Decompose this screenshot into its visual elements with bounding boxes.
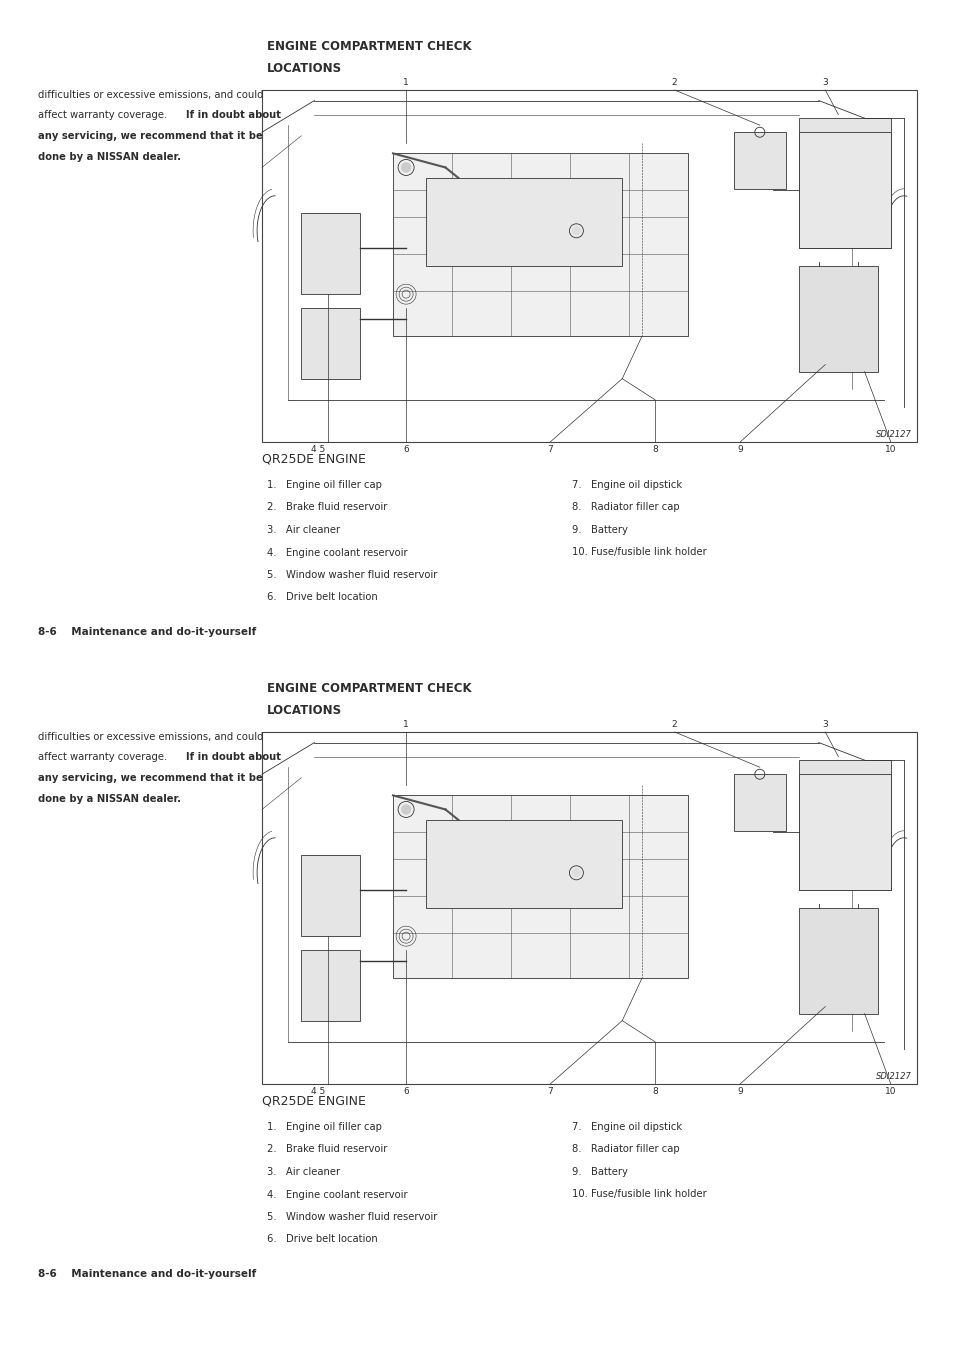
Bar bbox=[262, 732, 916, 1084]
Text: 7: 7 bbox=[547, 444, 553, 454]
Text: 4 5: 4 5 bbox=[311, 1088, 324, 1096]
Text: 7.   Engine oil dipstick: 7. Engine oil dipstick bbox=[572, 480, 681, 490]
Text: 7.   Engine oil dipstick: 7. Engine oil dipstick bbox=[572, 1121, 681, 1132]
Bar bbox=[301, 855, 360, 936]
Text: 10. Fuse/fusible link holder: 10. Fuse/fusible link holder bbox=[572, 547, 706, 558]
Text: 3.   Air cleaner: 3. Air cleaner bbox=[267, 1167, 340, 1177]
Circle shape bbox=[400, 162, 411, 173]
Text: ENGINE COMPARTMENT CHECK: ENGINE COMPARTMENT CHECK bbox=[267, 41, 471, 53]
Text: QR25DE ENGINE: QR25DE ENGINE bbox=[262, 453, 366, 465]
Text: 6.   Drive belt location: 6. Drive belt location bbox=[267, 1235, 377, 1244]
Bar bbox=[301, 950, 360, 1020]
Bar bbox=[799, 132, 890, 249]
Text: SDI2127: SDI2127 bbox=[875, 1071, 911, 1081]
Bar bbox=[799, 761, 890, 890]
Text: 4 5: 4 5 bbox=[311, 444, 324, 454]
Text: QR25DE ENGINE: QR25DE ENGINE bbox=[262, 1094, 366, 1106]
Text: affect warranty coverage.: affect warranty coverage. bbox=[38, 111, 171, 120]
Text: 1: 1 bbox=[403, 78, 409, 86]
Text: any servicing, we recommend that it be: any servicing, we recommend that it be bbox=[38, 773, 262, 784]
Text: 7: 7 bbox=[547, 1088, 553, 1096]
Text: 2.   Brake fluid reservoir: 2. Brake fluid reservoir bbox=[267, 503, 387, 512]
Text: 6: 6 bbox=[403, 444, 409, 454]
Text: 10: 10 bbox=[884, 1088, 896, 1096]
Text: 10: 10 bbox=[884, 444, 896, 454]
Text: SDI2127: SDI2127 bbox=[875, 430, 911, 439]
Text: done by a NISSAN dealer.: done by a NISSAN dealer. bbox=[38, 151, 181, 162]
Text: affect warranty coverage.: affect warranty coverage. bbox=[38, 753, 171, 762]
Bar bbox=[733, 132, 785, 189]
Text: 6: 6 bbox=[403, 1088, 409, 1096]
Text: 9: 9 bbox=[737, 444, 742, 454]
Bar bbox=[262, 91, 916, 442]
Text: 9: 9 bbox=[737, 1088, 742, 1096]
Bar bbox=[799, 774, 890, 890]
Text: 1.   Engine oil filler cap: 1. Engine oil filler cap bbox=[267, 1121, 381, 1132]
Bar bbox=[393, 796, 687, 978]
Text: 2: 2 bbox=[671, 720, 677, 730]
Text: 10. Fuse/fusible link holder: 10. Fuse/fusible link holder bbox=[572, 1189, 706, 1200]
Text: difficulties or excessive emissions, and could: difficulties or excessive emissions, and… bbox=[38, 91, 263, 100]
Text: 8.   Radiator filler cap: 8. Radiator filler cap bbox=[572, 1144, 679, 1155]
Circle shape bbox=[572, 227, 579, 235]
Text: 3.   Air cleaner: 3. Air cleaner bbox=[267, 526, 340, 535]
Text: any servicing, we recommend that it be: any servicing, we recommend that it be bbox=[38, 131, 262, 141]
Circle shape bbox=[572, 869, 579, 877]
Text: 5.   Window washer fluid reservoir: 5. Window washer fluid reservoir bbox=[267, 1212, 436, 1223]
Text: 6.   Drive belt location: 6. Drive belt location bbox=[267, 593, 377, 603]
Bar bbox=[425, 178, 621, 266]
Text: done by a NISSAN dealer.: done by a NISSAN dealer. bbox=[38, 793, 181, 804]
Bar bbox=[301, 213, 360, 295]
Bar bbox=[425, 820, 621, 908]
Text: If in doubt about: If in doubt about bbox=[186, 753, 281, 762]
Text: 8-6    Maintenance and do-it-yourself: 8-6 Maintenance and do-it-yourself bbox=[38, 1269, 256, 1279]
Bar bbox=[393, 154, 687, 336]
Bar bbox=[301, 308, 360, 378]
Text: If in doubt about: If in doubt about bbox=[186, 111, 281, 120]
Text: LOCATIONS: LOCATIONS bbox=[267, 62, 342, 76]
Bar bbox=[799, 118, 890, 249]
Text: 8: 8 bbox=[652, 444, 658, 454]
Text: 8.   Radiator filler cap: 8. Radiator filler cap bbox=[572, 503, 679, 512]
Bar bbox=[733, 774, 785, 831]
Text: 1.   Engine oil filler cap: 1. Engine oil filler cap bbox=[267, 480, 381, 490]
Text: 3: 3 bbox=[821, 78, 827, 86]
Text: 1: 1 bbox=[403, 720, 409, 730]
Text: 2: 2 bbox=[671, 78, 677, 86]
Text: 4.   Engine coolant reservoir: 4. Engine coolant reservoir bbox=[267, 547, 407, 558]
Text: 5.   Window washer fluid reservoir: 5. Window washer fluid reservoir bbox=[267, 570, 436, 580]
Text: ENGINE COMPARTMENT CHECK: ENGINE COMPARTMENT CHECK bbox=[267, 682, 471, 694]
Text: 3: 3 bbox=[821, 720, 827, 730]
Circle shape bbox=[400, 804, 411, 815]
Bar bbox=[799, 908, 877, 1013]
Text: 9.   Battery: 9. Battery bbox=[572, 1167, 627, 1177]
Text: LOCATIONS: LOCATIONS bbox=[267, 704, 342, 717]
Text: 8-6    Maintenance and do-it-yourself: 8-6 Maintenance and do-it-yourself bbox=[38, 627, 256, 638]
Text: 9.   Battery: 9. Battery bbox=[572, 526, 627, 535]
Text: difficulties or excessive emissions, and could: difficulties or excessive emissions, and… bbox=[38, 732, 263, 742]
Text: 8: 8 bbox=[652, 1088, 658, 1096]
Text: 2.   Brake fluid reservoir: 2. Brake fluid reservoir bbox=[267, 1144, 387, 1155]
Text: 4.   Engine coolant reservoir: 4. Engine coolant reservoir bbox=[267, 1189, 407, 1200]
Bar bbox=[799, 266, 877, 372]
